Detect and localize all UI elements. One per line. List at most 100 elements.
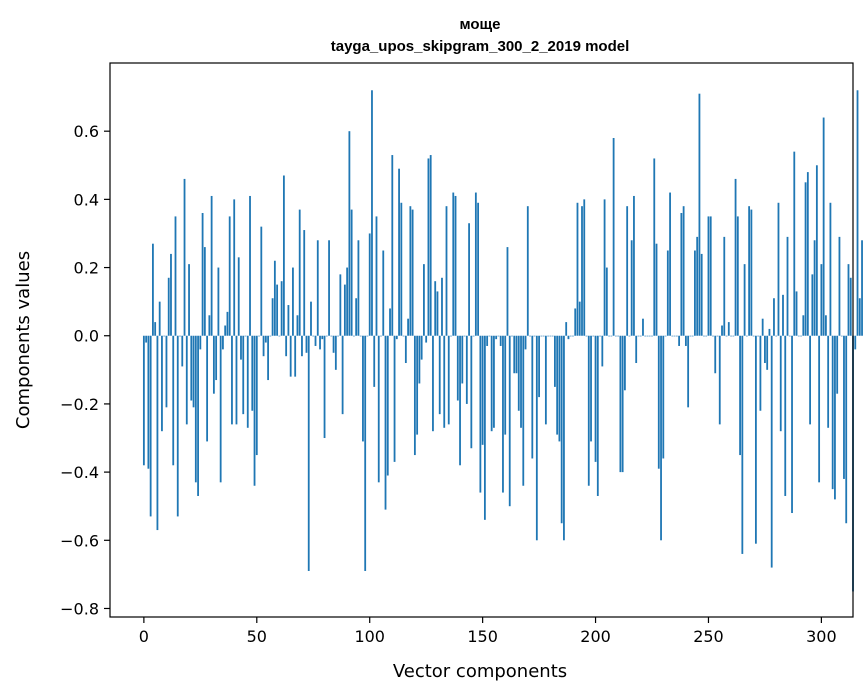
bar	[585, 335, 588, 337]
bar	[815, 165, 818, 336]
bar	[208, 315, 211, 336]
bar	[237, 257, 240, 336]
bar	[703, 335, 705, 337]
bars-group	[142, 90, 863, 592]
bar	[273, 260, 276, 336]
y-tick-label: −0.4	[60, 463, 99, 482]
bar	[441, 277, 443, 336]
bar	[834, 335, 836, 500]
bar	[653, 158, 656, 336]
bar	[809, 335, 811, 425]
bar	[587, 335, 590, 486]
bar	[359, 335, 362, 337]
bar	[599, 335, 601, 337]
bar	[764, 335, 766, 364]
bar	[459, 335, 461, 466]
bar	[540, 335, 543, 337]
bar	[849, 277, 852, 336]
bar	[472, 335, 475, 337]
y-tick-label: 0.0	[74, 327, 99, 346]
bar	[386, 335, 389, 476]
bar	[847, 264, 850, 336]
bar	[858, 298, 861, 336]
bar	[165, 335, 168, 408]
bar	[145, 335, 148, 343]
bar	[757, 335, 760, 337]
bar	[497, 335, 500, 337]
bar	[633, 195, 635, 336]
bar	[714, 335, 717, 374]
bar	[242, 335, 245, 415]
x-axis-label: Vector components	[393, 661, 567, 682]
bar	[664, 335, 667, 337]
bar	[671, 335, 674, 337]
bar	[294, 335, 297, 377]
bar	[761, 318, 764, 336]
bar	[802, 315, 805, 336]
bar	[389, 308, 391, 336]
bar	[233, 199, 236, 336]
bar	[513, 335, 516, 374]
bar	[712, 335, 714, 337]
bar	[371, 90, 373, 336]
bar	[174, 216, 177, 336]
chart-subtitle: tayga_upos_skipgram_300_2_2019 model	[331, 38, 630, 55]
bar	[743, 264, 746, 336]
bar	[608, 335, 611, 337]
bar	[352, 335, 355, 337]
bar	[176, 335, 179, 517]
bar	[298, 209, 301, 336]
bar	[393, 335, 396, 462]
bar	[694, 250, 696, 336]
bar	[786, 236, 789, 336]
bar	[282, 175, 285, 336]
x-tick-label: 150	[467, 627, 498, 646]
bar	[662, 335, 665, 459]
bar	[709, 216, 712, 336]
bar	[750, 209, 753, 336]
bar	[535, 335, 538, 541]
bar	[190, 335, 193, 401]
bar	[253, 335, 256, 486]
bar	[574, 308, 577, 336]
bar	[461, 335, 464, 384]
bar	[377, 335, 380, 483]
bar	[736, 216, 739, 336]
bar	[626, 206, 629, 336]
bar	[400, 202, 403, 336]
bar	[161, 335, 163, 432]
bar	[465, 335, 468, 404]
bar	[154, 322, 157, 336]
bar	[179, 335, 181, 337]
bar	[734, 178, 737, 336]
bar	[285, 335, 288, 357]
bar	[824, 315, 827, 336]
bar	[678, 335, 681, 346]
bar	[276, 284, 279, 336]
bar	[691, 335, 694, 337]
bar	[721, 325, 723, 336]
bar	[741, 335, 744, 554]
bar	[260, 226, 263, 336]
bar	[576, 202, 579, 336]
bar	[258, 335, 260, 337]
bar	[350, 209, 353, 336]
bar	[779, 335, 782, 432]
bar	[262, 335, 265, 357]
bar	[689, 335, 692, 337]
bar	[312, 335, 315, 337]
bar	[684, 335, 687, 346]
bar	[147, 335, 150, 469]
bar	[542, 335, 545, 337]
bar	[468, 223, 470, 336]
bar	[206, 335, 209, 442]
bar	[775, 335, 778, 337]
bar	[705, 335, 708, 337]
bar	[811, 274, 814, 336]
bar	[495, 335, 498, 340]
bar	[156, 335, 159, 531]
bar	[682, 206, 685, 336]
bar	[212, 335, 215, 394]
bar	[723, 236, 726, 336]
bar	[251, 335, 254, 411]
